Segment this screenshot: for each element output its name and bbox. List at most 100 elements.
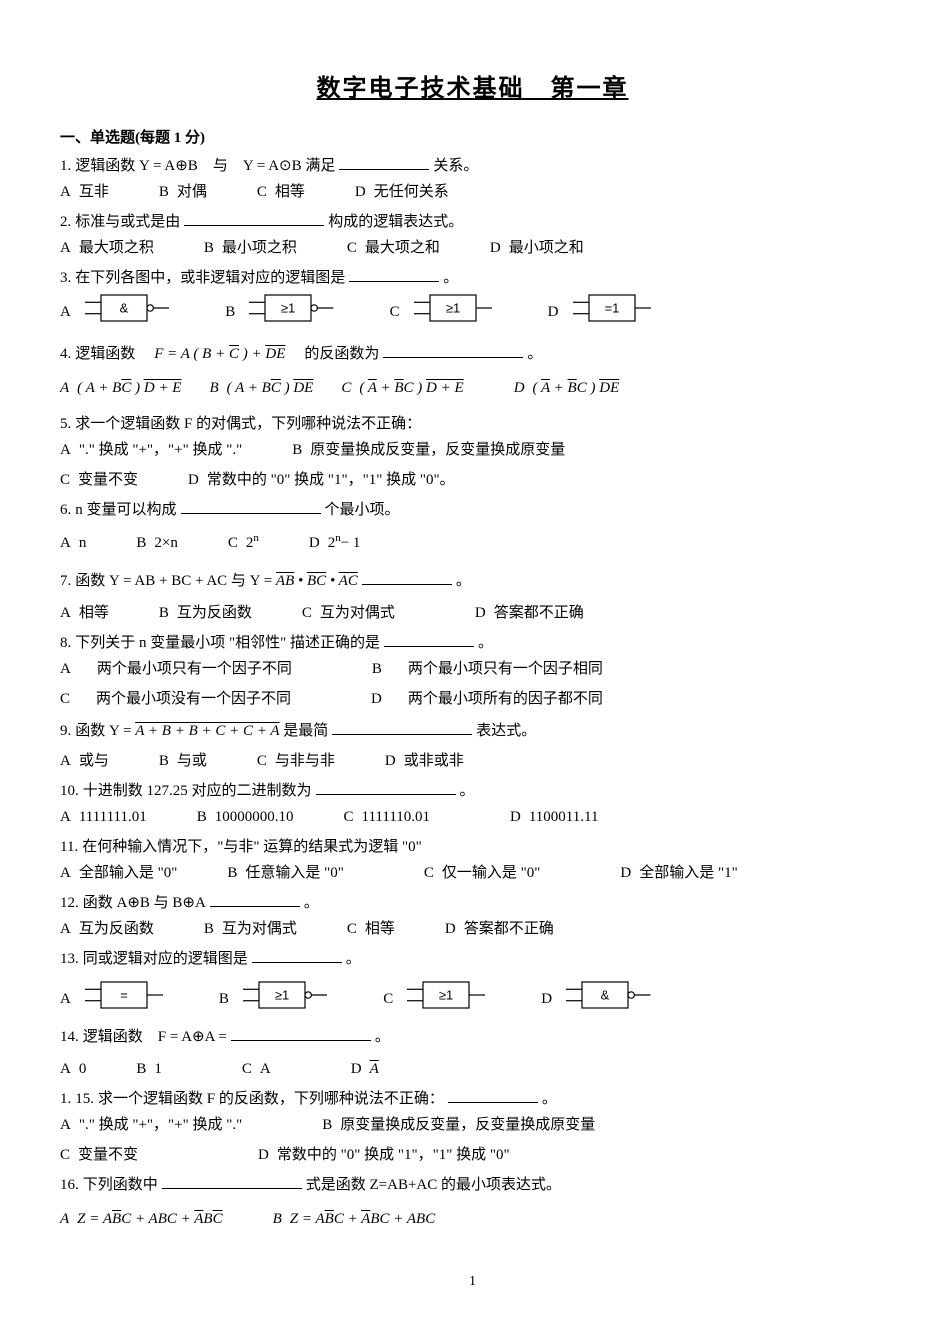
svg-text:=: = [120,988,128,1003]
blank [210,891,300,907]
options-16: A Z = ABC + ABC + ABC B Z = ABC + ABC + … [60,1207,885,1231]
qstem: 十进制数 127.25 对应的二进制数为 [83,779,312,803]
opt-A-label: A [60,180,71,204]
period: 。 [346,947,361,971]
opt-C-label: C [257,180,267,204]
formula: F = A ( B + C ) + DE [154,342,285,366]
opt-C-label: C [347,236,357,260]
opt-B: 互为对偶式 [222,917,297,941]
gate-icon: ≥1 [407,979,485,1019]
opt-A: 1111111.01 [79,805,147,829]
opt-D-label: D [258,1143,269,1167]
gate-icon: ≥1 [249,292,333,332]
qnum: 12. [60,891,79,915]
opt-D: 最小项之和 [509,236,584,260]
opt-D: 全部输入是 "1" [639,861,738,885]
qstem: 同或逻辑对应的逻辑图是 [83,947,248,971]
qstem: 逻辑函数 Y = A⊕B 与 Y = A⊙B 满足 [75,154,335,178]
opt-C: 最大项之和 [365,236,440,260]
options-14: A 0 B 1 C A D A [60,1057,885,1081]
options-5a: A "." 换成 "+"，"+" 换成 "." B 原变量换成反变量，反变量换成… [60,438,885,462]
options-15b: C 变量不变 D 常数中的 "0" 换成 "1"，"1" 换成 "0" [60,1143,885,1167]
opt-B: 最小项之积 [222,236,297,260]
opt-C: 相等 [275,180,305,204]
opt-A: Z = ABC + ABC + ABC [77,1207,222,1231]
opt-A-label: A [60,749,71,773]
opt-A-label: A [60,376,69,400]
opt-C-label: C [60,468,70,492]
opt-C-label: C [390,300,400,324]
qtail: 的反函数为 [289,342,379,366]
svg-text:≥1: ≥1 [439,988,453,1003]
qnum: 4. [60,342,71,366]
qtail: 构成的逻辑表达式。 [328,210,463,234]
opt-B-label: B [322,1113,332,1137]
qnum: 15. [75,1087,94,1111]
options-5b: C 变量不变 D 常数中的 "0" 换成 "1"，"1" 换成 "0"。 [60,468,885,492]
opt-B: 任意输入是 "0" [245,861,344,885]
qnum: 7. [60,569,71,593]
qnum: 2. [60,210,71,234]
opt-B: Z = ABC + ABC + ABC [290,1207,435,1231]
opt-A-label: A [60,861,71,885]
qtail: 。 [443,266,458,290]
opt-C: 与非与非 [275,749,335,773]
opt-B-label: B [209,376,218,400]
blank [184,210,324,226]
opt-A-label: A [60,657,71,681]
opt-C: 变量不变 [78,1143,138,1167]
opt-B-label: B [197,805,207,829]
opt-D-label: D [371,687,382,711]
opt-A-label: A [60,1057,71,1081]
opt-D-label: D [351,1057,362,1081]
blank [383,342,523,358]
opt-C-label: C [228,531,238,555]
options-8b: C 两个最小项没有一个因子不同 D 两个最小项所有的因子都不同 [60,687,885,711]
opt-D-label: D [541,987,552,1011]
opt-A-label: A [60,917,71,941]
blank [162,1173,302,1189]
period: 。 [456,569,471,593]
qtail: 式是函数 Z=AB+AC 的最小项表达式。 [306,1173,561,1197]
opt-D-label: D [514,376,525,400]
qstem: n 变量可以构成 [75,498,176,522]
blank [362,569,452,585]
svg-text:=1: =1 [604,301,619,316]
opt-A-label: A [60,987,71,1011]
blank [181,498,321,514]
opt-B-label: B [136,531,146,555]
opt-A: n [79,531,87,555]
opt-A-label: A [60,1113,71,1137]
options-12: A 互为反函数 B 互为对偶式 C 相等 D 答案都不正确 [60,917,885,941]
question-1: 1. 逻辑函数 Y = A⊕B 与 Y = A⊙B 满足 关系。 [60,154,885,178]
opt-D: 或非或非 [404,749,464,773]
opt-D-label: D [188,468,199,492]
options-13: A = B ≥1 C ≥1 D & [60,979,885,1019]
question-9: 9. 函数 Y = A + B + B + C + C + A 是最简 表达式。 [60,719,885,743]
question-4: 4. 逻辑函数 F = A ( B + C ) + DE 的反函数为 。 [60,342,885,366]
qtail: 表达式。 [476,719,536,743]
opt-A-label: A [60,300,71,324]
opt-D-label: D [510,805,521,829]
opt-D: 2n− 1 [328,530,361,555]
gate-icon: = [85,979,163,1019]
qstem: 求一个逻辑函数 F 的对偶式，下列哪种说法不正确： [75,412,421,436]
question-13: 13. 同或逻辑对应的逻辑图是 。 [60,947,885,971]
period: 。 [460,779,475,803]
qnum: 14. [60,1025,79,1049]
qnum: 6. [60,498,71,522]
opt-D: 常数中的 "0" 换成 "1"，"1" 换成 "0" [277,1143,510,1167]
question-16: 16. 下列函数中 式是函数 Z=AB+AC 的最小项表达式。 [60,1173,885,1197]
qnum-pre: 1. [60,1087,71,1111]
opt-A: 互为反函数 [79,917,154,941]
qstem: 函数 Y = A + B + B + C + C + A 是最简 [75,719,328,743]
opt-B: 原变量换成反变量，反变量换成原变量 [310,438,565,462]
opt-D-label: D [309,531,320,555]
opt-B-label: B [204,236,214,260]
opt-D: 答案都不正确 [464,917,554,941]
qnum: 11. [60,835,78,859]
opt-D-label: D [620,861,631,885]
opt-C: ( A + BC ) D + E [359,376,463,400]
opt-A: 全部输入是 "0" [79,861,178,885]
opt-C: 变量不变 [78,468,138,492]
